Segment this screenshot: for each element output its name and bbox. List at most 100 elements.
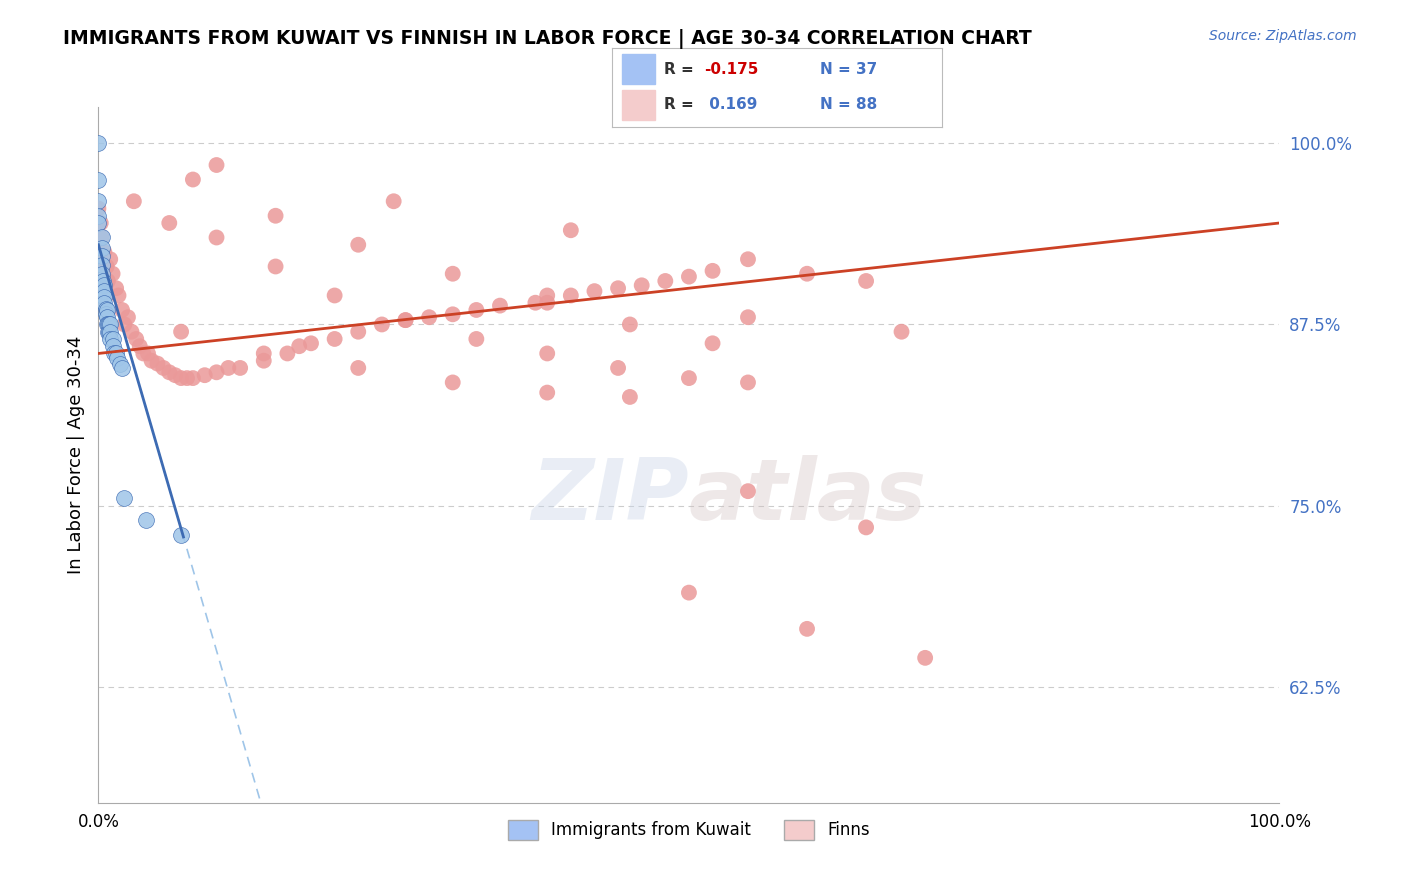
Point (619, 390, 641, 404)
Point (111, 360, 134, 375)
Text: IMMIGRANTS FROM KUWAIT VS FINNISH IN LABOR FORCE | AGE 30-34 CORRELATION CHART: IMMIGRANTS FROM KUWAIT VS FINNISH IN LAB… (63, 29, 1032, 49)
Point (323, 288, 346, 302)
Point (87, 136, 110, 151)
Point (108, 357, 131, 371)
Text: atlas: atlas (689, 455, 927, 538)
Text: -0.175: -0.175 (704, 62, 758, 77)
Point (152, 360, 174, 375)
Point (536, 288, 558, 302)
Point (394, 313, 416, 327)
Point (607, 281, 630, 295)
Point (91, 267, 114, 281)
Point (299, 336, 322, 351)
Point (678, 371, 700, 385)
Point (98, 252, 121, 267)
Legend: Immigrants from Kuwait, Finns: Immigrants from Kuwait, Finns (501, 813, 877, 847)
Point (93, 278, 115, 293)
Point (91, 230, 114, 244)
Point (702, 336, 724, 351)
Point (176, 371, 198, 385)
Point (135, 513, 157, 527)
Point (98, 332, 121, 346)
Point (607, 360, 630, 375)
Point (371, 318, 394, 332)
Point (105, 346, 128, 360)
Point (678, 269, 700, 284)
Point (117, 310, 139, 325)
Point (91, 249, 114, 263)
Point (105, 351, 128, 365)
Point (96, 310, 118, 325)
Point (93, 244, 115, 259)
Point (157, 216, 180, 230)
Point (111, 302, 134, 317)
Point (619, 318, 641, 332)
Point (93, 284, 115, 298)
Text: ZIP: ZIP (531, 455, 689, 538)
Point (132, 346, 155, 360)
Point (382, 194, 405, 209)
Point (796, 267, 818, 281)
Point (441, 376, 464, 390)
Point (112, 491, 135, 506)
Point (96, 260, 118, 274)
Point (101, 267, 124, 281)
Point (394, 313, 416, 327)
Point (91, 258, 114, 272)
Point (98, 318, 121, 332)
Point (91, 230, 114, 244)
Point (98, 318, 121, 332)
Point (737, 252, 759, 267)
Bar (621, 90, 655, 120)
Point (87, 194, 110, 209)
Text: Source: ZipAtlas.com: Source: ZipAtlas.com (1209, 29, 1357, 44)
Point (90, 216, 112, 230)
Point (98, 325, 121, 339)
Point (524, 295, 547, 310)
Point (702, 264, 724, 278)
Text: R =: R = (665, 62, 699, 77)
Point (630, 278, 652, 293)
Point (347, 325, 370, 339)
Point (323, 332, 346, 346)
Point (205, 365, 228, 379)
Point (737, 484, 759, 499)
Y-axis label: In Labor Force | Age 30-34: In Labor Force | Age 30-34 (66, 335, 84, 574)
Point (105, 281, 128, 295)
Point (560, 223, 582, 237)
Point (737, 310, 759, 325)
Point (170, 527, 193, 541)
Point (855, 274, 877, 288)
Point (87, 209, 110, 223)
Point (583, 284, 606, 298)
Point (112, 318, 135, 332)
Point (141, 353, 163, 368)
Point (98, 325, 121, 339)
Point (97, 274, 120, 288)
Point (536, 295, 558, 310)
Point (253, 346, 276, 360)
Text: N = 88: N = 88 (820, 97, 877, 112)
Point (441, 267, 464, 281)
Point (489, 299, 512, 313)
Text: 0.169: 0.169 (704, 97, 758, 112)
Point (465, 302, 488, 317)
Point (170, 371, 193, 385)
Point (441, 307, 464, 321)
Point (914, 650, 936, 665)
Point (170, 325, 193, 339)
Point (146, 357, 169, 371)
Point (96, 318, 118, 332)
Bar (621, 54, 655, 84)
Point (93, 290, 115, 304)
Point (855, 520, 877, 534)
Point (796, 622, 818, 636)
Point (560, 288, 582, 302)
Point (157, 365, 180, 379)
Point (136, 346, 159, 360)
Point (121, 325, 143, 339)
Point (288, 339, 311, 353)
Point (536, 346, 558, 360)
Point (101, 332, 124, 346)
Point (205, 230, 228, 244)
